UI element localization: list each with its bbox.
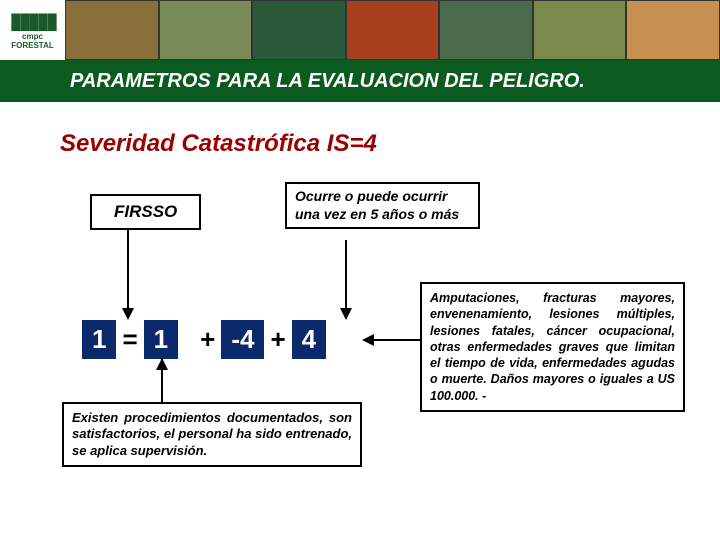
subtitle: Severidad Catastrófica IS=4 xyxy=(60,130,690,158)
header-photo-1 xyxy=(65,0,159,60)
formula-n1: 1 xyxy=(82,320,116,359)
content-area: Severidad Catastrófica IS=4 FIRSSO Ocurr… xyxy=(0,102,720,192)
arrow-ocurre-to-n4 xyxy=(336,240,356,320)
header-photo-6 xyxy=(533,0,627,60)
formula-plus1: + xyxy=(198,324,217,355)
amput-box: Amputaciones, fracturas mayores, envenen… xyxy=(420,282,685,412)
header-photo-3 xyxy=(252,0,346,60)
header-photo-7 xyxy=(626,0,720,60)
arrow-n2-to-existen xyxy=(152,358,172,402)
logo: ▮▮▮▮▮ cmpc FORESTAL xyxy=(0,0,65,60)
existen-box: Existen procedimientos documentados, son… xyxy=(62,402,362,467)
header-strip: ▮▮▮▮▮ cmpc FORESTAL xyxy=(0,0,720,60)
formula-n4: 4 xyxy=(292,320,326,359)
firsso-box: FIRSSO xyxy=(90,194,201,230)
arrow-firsso-to-n1 xyxy=(118,228,138,320)
header-photo-2 xyxy=(159,0,253,60)
title-bar: PARAMETROS PARA LA EVALUACION DEL PELIGR… xyxy=(0,60,720,102)
page-title: PARAMETROS PARA LA EVALUACION DEL PELIGR… xyxy=(70,70,585,93)
arrow-amput-to-n4 xyxy=(362,330,420,350)
formula-n2: 1 xyxy=(144,320,178,359)
logo-text-1: cmpc xyxy=(22,32,43,41)
ocurre-box: Ocurre o puede ocurrir una vez en 5 años… xyxy=(285,182,480,229)
logo-trees-icon: ▮▮▮▮▮ xyxy=(10,10,56,32)
formula-plus2: + xyxy=(268,324,287,355)
formula-eq: = xyxy=(120,324,139,355)
logo-text-2: FORESTAL xyxy=(11,41,54,50)
header-photo-5 xyxy=(439,0,533,60)
formula: 1 = 1 + -4 + 4 xyxy=(82,320,326,359)
formula-n3: -4 xyxy=(221,320,264,359)
header-photo-4 xyxy=(346,0,440,60)
